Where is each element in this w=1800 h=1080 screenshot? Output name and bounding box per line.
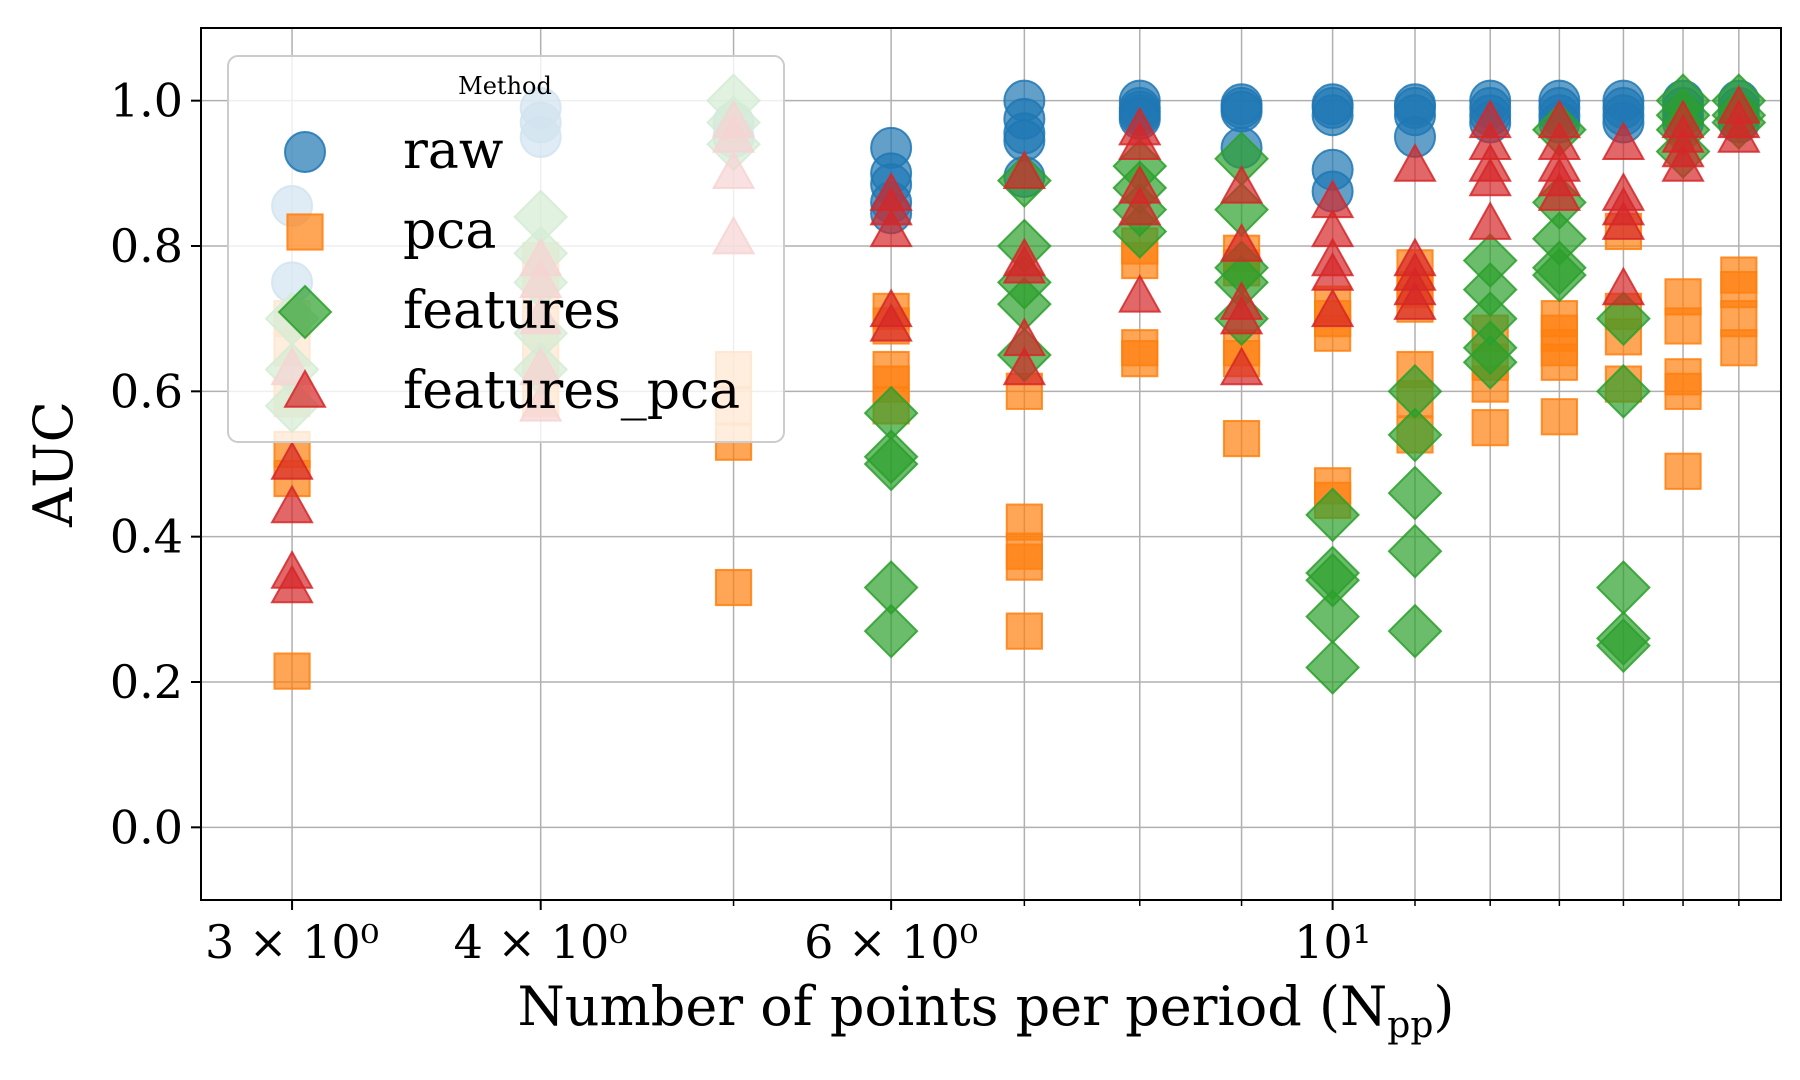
data-point-features — [1596, 560, 1651, 615]
data-point-features — [1387, 465, 1443, 521]
legend: Method raw pca features features_pca — [227, 55, 785, 443]
y-tick-label: 0.6 — [110, 364, 183, 418]
data-point-features-pca — [1002, 244, 1047, 284]
x-axis-title: Number of points per period (Npp) — [518, 975, 1455, 1046]
data-point-pca — [1222, 419, 1261, 458]
y-axis-title: AUC — [22, 401, 85, 528]
plot-frame — [200, 27, 1782, 901]
data-point-features-pca — [1393, 281, 1437, 320]
data-point-pca — [1664, 307, 1702, 345]
x-axis-title-subscript: pp — [1387, 1005, 1433, 1046]
data-point-features — [1596, 363, 1651, 419]
data-point-features-pca — [270, 440, 314, 480]
data-point-features — [863, 603, 919, 659]
x-tick-label: 10¹ — [1294, 915, 1371, 969]
legend-marker-pca — [286, 213, 324, 251]
data-point-features-pca — [1393, 143, 1437, 182]
legend-marker-features — [277, 284, 333, 340]
data-point-features-pca — [1601, 121, 1646, 160]
data-point-features-pca — [1601, 201, 1646, 240]
data-point-features-pca — [1118, 121, 1162, 160]
data-point-features-pca — [1002, 150, 1047, 190]
data-point-raw — [1311, 94, 1354, 137]
data-point-pca — [273, 652, 311, 690]
points-layer — [264, 73, 1767, 695]
data-point-features-pca — [1118, 273, 1162, 313]
legend-item-features-pca: features_pca — [283, 361, 740, 421]
data-point-features-pca — [1002, 346, 1047, 386]
data-point-features-pca — [1661, 143, 1705, 182]
data-point-pca — [1005, 612, 1043, 650]
y-tick-label: 0.8 — [110, 219, 183, 273]
data-point-pca — [1720, 329, 1758, 367]
data-point-features — [1596, 291, 1651, 347]
legend-label-raw: raw — [403, 121, 503, 181]
legend-items: raw pca features features_pca — [277, 121, 740, 421]
data-point-features — [1596, 618, 1651, 674]
data-point-pca — [1540, 398, 1578, 436]
data-point-features — [863, 436, 919, 492]
data-point-features — [1305, 640, 1361, 695]
x-tick-label: 6 × 10⁰ — [804, 915, 978, 969]
data-point-features — [1462, 334, 1518, 390]
data-point-pca — [714, 568, 753, 607]
data-point-pca — [1540, 343, 1578, 381]
legend-label-features-pca: features_pca — [403, 361, 740, 421]
data-point-pca — [1471, 409, 1509, 447]
data-point-features-pca — [1537, 172, 1582, 211]
data-point-features-pca — [1219, 346, 1264, 386]
x-axis-title-end: ) — [1433, 975, 1454, 1038]
data-point-features-pca — [869, 302, 913, 342]
data-point-features-pca — [270, 484, 314, 524]
data-point-features-pca — [1717, 113, 1761, 153]
data-point-features — [1387, 407, 1443, 463]
legend-box — [227, 55, 785, 443]
data-point-pca — [1664, 372, 1702, 410]
data-point-features-pca — [1468, 157, 1512, 197]
legend-item-raw: raw — [284, 121, 503, 181]
legend-title: Method — [458, 72, 552, 100]
legend-marker-raw — [284, 131, 326, 173]
data-point-features-pca — [1118, 186, 1162, 226]
data-point-features — [1387, 603, 1443, 659]
x-tick-label: 3 × 10⁰ — [205, 915, 379, 969]
y-axis-title-text: AUC — [22, 401, 85, 528]
legend-marker-features-pca — [283, 368, 327, 408]
legend-label-features: features — [403, 281, 621, 341]
data-point-raw — [1220, 90, 1263, 133]
legend-label-pca: pca — [403, 201, 496, 261]
y-tick-label: 0.4 — [110, 510, 183, 564]
y-tick-label: 0.0 — [110, 800, 183, 854]
y-tick-label: 0.2 — [110, 655, 183, 709]
data-point-features — [1387, 523, 1443, 579]
legend-item-features: features — [277, 281, 621, 341]
data-point-pca — [1005, 543, 1043, 581]
data-point-features — [1305, 589, 1361, 645]
data-point-pca — [1664, 452, 1702, 490]
data-point-features-pca — [1219, 164, 1264, 204]
data-point-features — [1531, 247, 1587, 303]
data-point-pca — [1121, 340, 1159, 378]
data-point-features-pca — [869, 208, 913, 248]
data-point-features-pca — [1219, 222, 1264, 262]
ticks-layer: 0.0 0.2 0.4 0.6 0.8 1.0 3 × 10⁰ 4 × 10⁰ 6 × 10⁰ 1… — [110, 74, 1740, 969]
legend-item-pca: pca — [286, 201, 496, 261]
data-point-features-pca — [1601, 266, 1646, 306]
x-axis-title-main: Number of points per period (N — [518, 975, 1388, 1038]
x-tick-label: 4 × 10⁰ — [454, 915, 628, 969]
data-point-features-pca — [1468, 201, 1512, 240]
y-tick-label: 1.0 — [110, 74, 183, 128]
data-point-features-pca — [1219, 295, 1264, 335]
data-point-features-pca — [270, 564, 314, 604]
data-point-features — [1305, 487, 1361, 543]
data-point-features-pca — [1310, 288, 1355, 328]
